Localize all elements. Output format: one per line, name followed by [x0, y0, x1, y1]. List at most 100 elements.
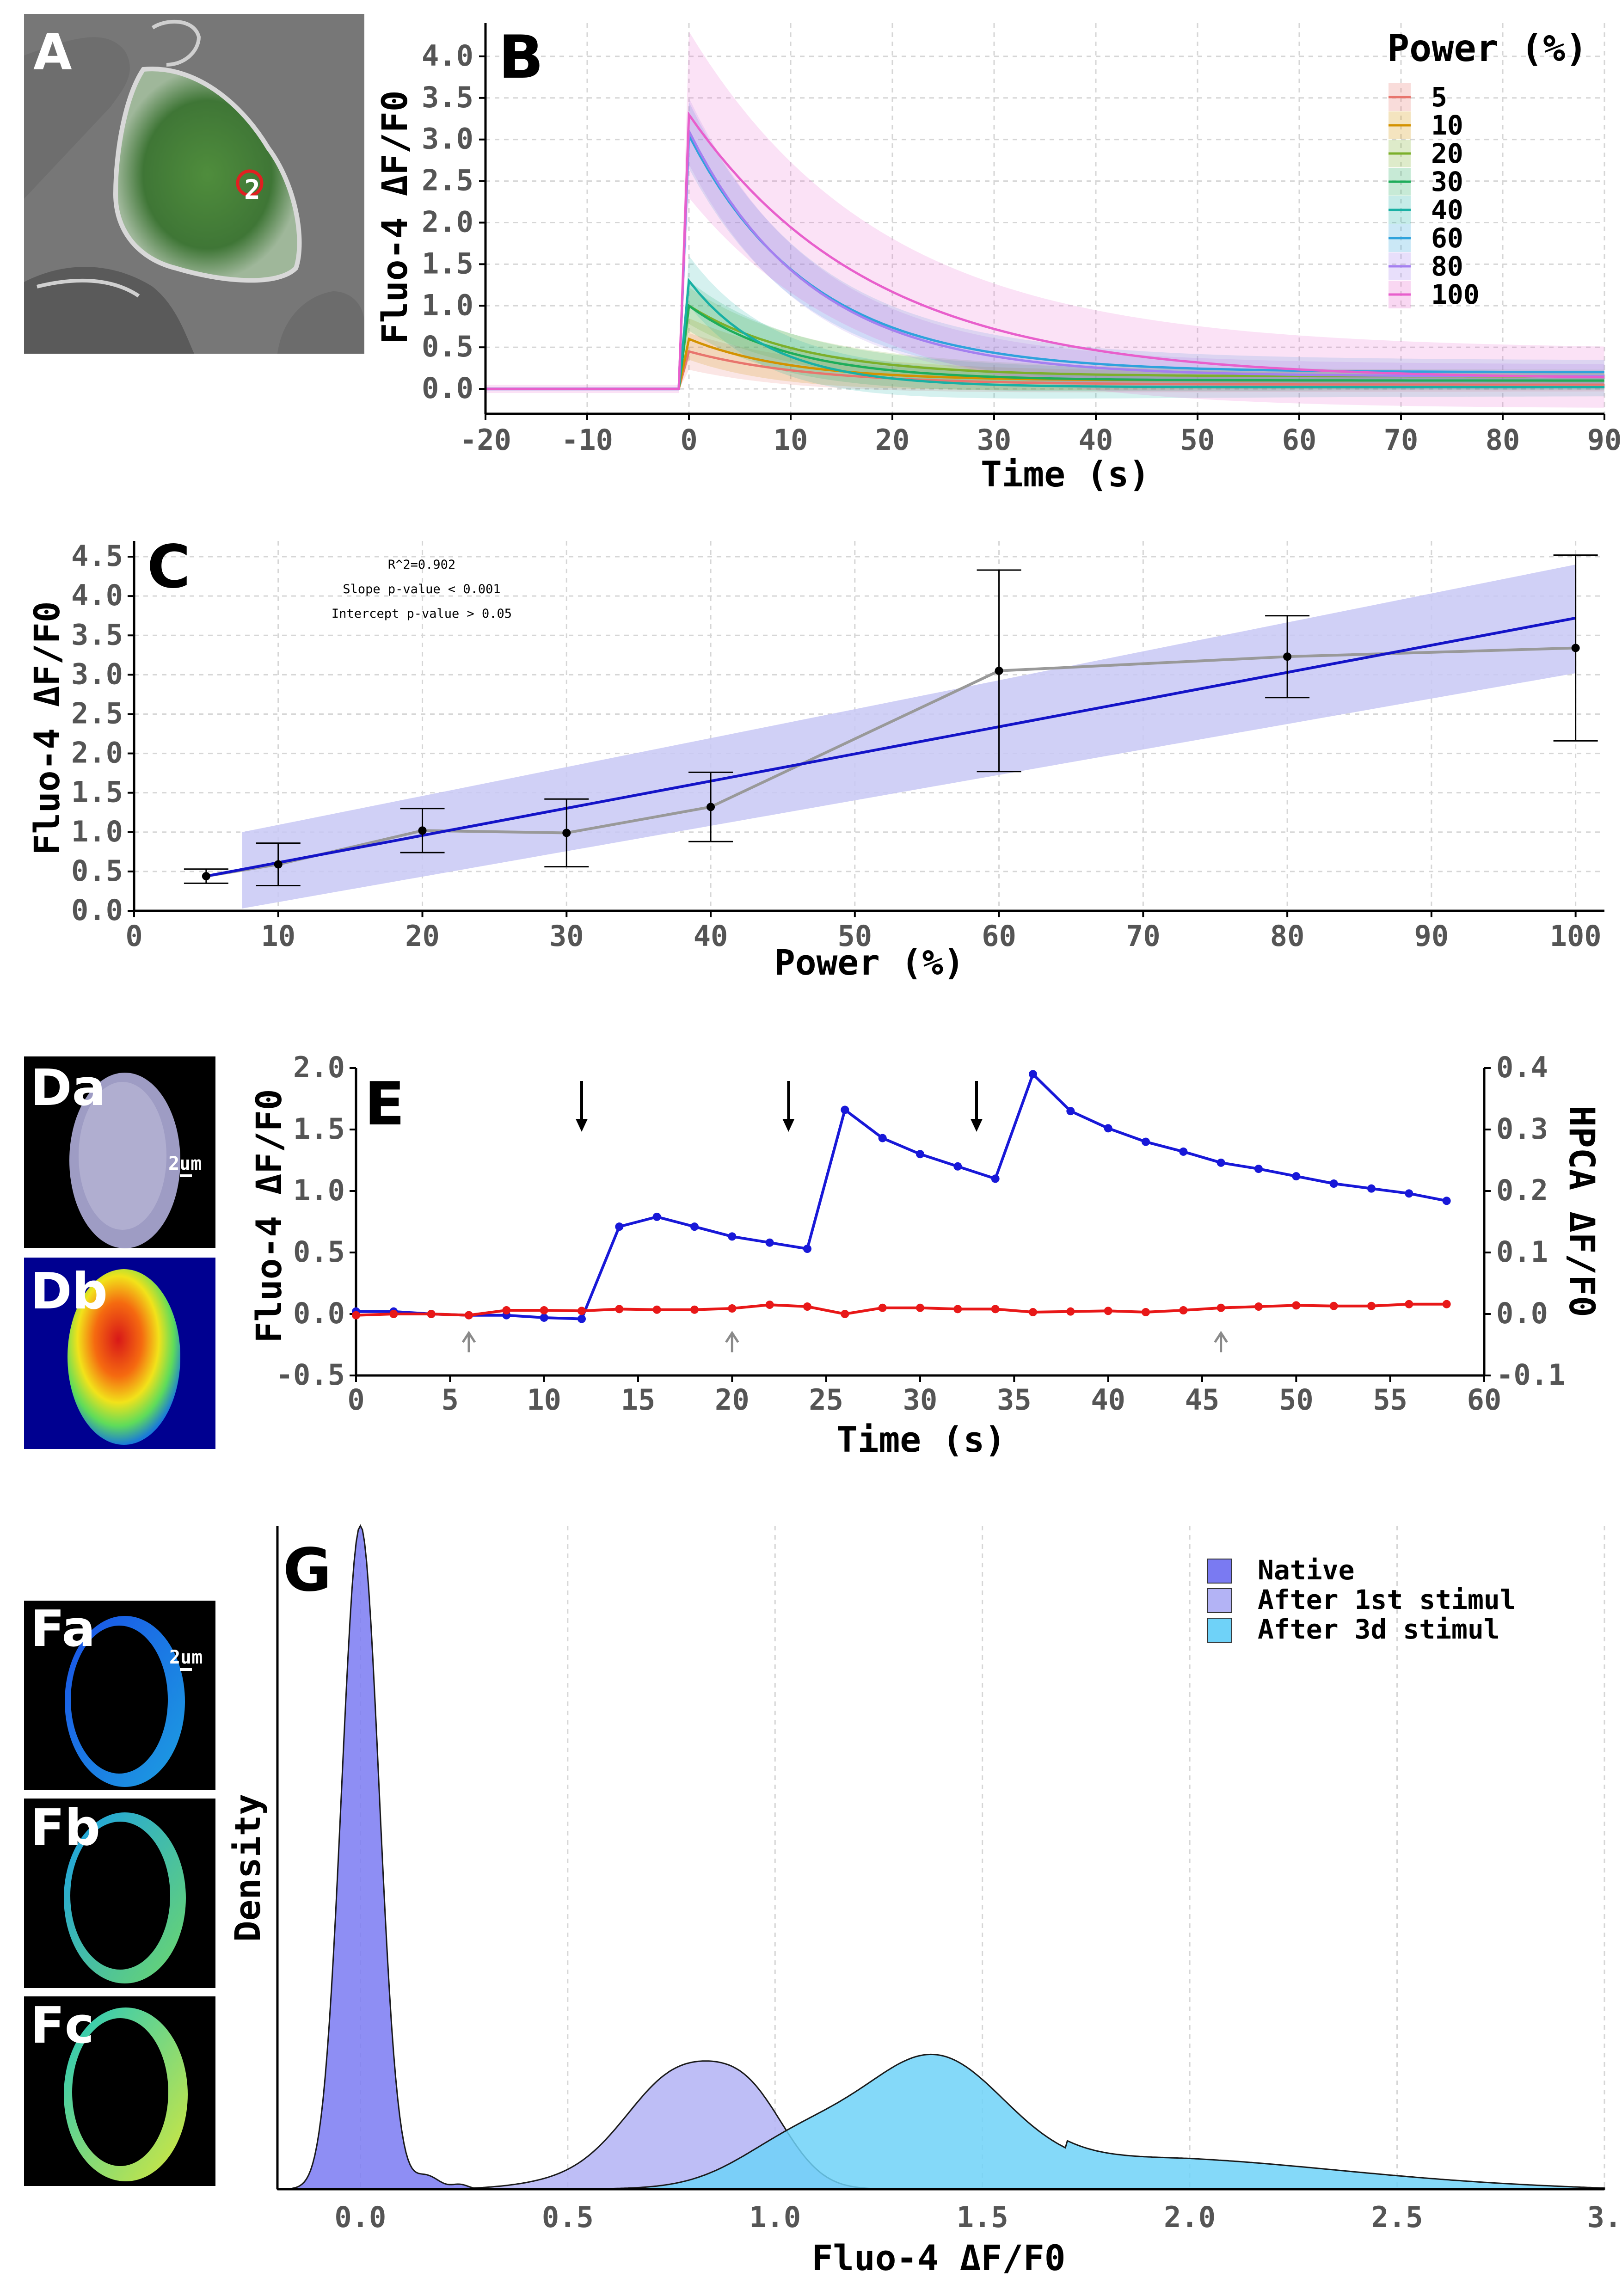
chart-e-ytick-label: 1.5 [293, 1112, 345, 1146]
chart-b-legend-label: 100 [1431, 279, 1480, 310]
chart-b-xtick-label: 50 [1180, 423, 1215, 457]
chart-c-xtick-label: 40 [694, 919, 728, 953]
chart-e-point-hpca [728, 1304, 737, 1313]
chart-c-point [274, 860, 283, 869]
chart-e-line-hpca [356, 1302, 1447, 1317]
chart-b-band-60 [485, 102, 1604, 391]
panel-fb-image: Fb [24, 1799, 215, 1988]
chart-e-point-fluo-4 [991, 1174, 1000, 1183]
chart-b-ytick-label: 0.5 [422, 330, 473, 363]
chart-g-xtick-label: 0.5 [542, 2200, 594, 2234]
chart-e: 0 5 10 15 20 25 30 35 40 45 50 55 60 -0.5 0.0 0.5 1.0 1.5… [248, 1050, 1603, 1460]
chart-e-secondary-arrowhead [725, 1331, 739, 1343]
chart-e-point-hpca [1254, 1302, 1263, 1311]
chart-e-point-hpca [1216, 1303, 1225, 1312]
chart-e-xtick-label: 60 [1467, 1383, 1502, 1417]
chart-e-y2tick-label: 0.4 [1496, 1050, 1548, 1084]
panel-fc-image: Fc [24, 1996, 215, 2186]
chart-e-point-fluo-4 [1066, 1107, 1075, 1116]
chart-e-y2tick-label: -0.1 [1496, 1358, 1565, 1392]
chart-b-xtick-label: 10 [774, 423, 808, 457]
chart-e-point-hpca [1104, 1307, 1112, 1315]
chart-e-point-hpca [352, 1311, 360, 1320]
chart-e-xtick-label: 55 [1373, 1383, 1407, 1417]
chart-e-point-fluo-4 [803, 1245, 811, 1253]
chart-e-line-fluo-4 [356, 1071, 1447, 1320]
chart-c-annotation-r2: R^2=0.902 [388, 558, 455, 572]
chart-e-point-hpca [878, 1303, 887, 1312]
chart-e-y2tick-label: 0.3 [1496, 1112, 1548, 1146]
chart-e-secondary-arrowhead [1214, 1331, 1228, 1343]
chart-e-point-hpca [1442, 1300, 1451, 1308]
chart-c-point [562, 829, 571, 837]
chart-e-stimulus-arrowhead [782, 1119, 795, 1132]
chart-e-xtick-label: 50 [1279, 1383, 1314, 1417]
chart-e-point-hpca [991, 1305, 1000, 1314]
chart-b-legend-label: 60 [1431, 222, 1463, 254]
chart-e-point-hpca [1066, 1307, 1075, 1316]
chart-e-stimulus-arrowhead [971, 1119, 983, 1132]
chart-e-point-fluo-4 [1254, 1165, 1263, 1173]
chart-b-xtick-label: 70 [1384, 423, 1419, 457]
chart-b-xtick-label: 60 [1282, 423, 1317, 457]
chart-e-point-fluo-4 [690, 1222, 699, 1231]
chart-b-legend-label: 10 [1431, 110, 1463, 141]
chart-e-point-hpca [1179, 1306, 1188, 1315]
chart-b-band-100 [485, 31, 1604, 408]
chart-e-point-fluo-4 [1442, 1197, 1451, 1205]
chart-c-point [202, 872, 210, 881]
chart-c-ytick-label: 1.0 [71, 815, 123, 848]
chart-e-point-hpca [1367, 1301, 1376, 1310]
chart-c-ytick-label: 3.5 [71, 618, 123, 651]
chart-c: 0 10 20 30 40 50 60 70 80 90 100 0.0 0.5 1.0 1.5 2.0 2.5… [26, 533, 1604, 983]
chart-e-point-hpca [1329, 1301, 1338, 1310]
chart-e-xtick-label: 0 [347, 1383, 364, 1417]
panel-label-fb: Fb [31, 1799, 100, 1857]
chart-e-point-hpca [765, 1301, 774, 1309]
panel-label-db: Db [31, 1263, 108, 1320]
chart-b-xtick-label: 0 [680, 423, 697, 457]
chart-e-xtick-label: 5 [442, 1383, 459, 1417]
chart-e-y2label: HPCA ΔF/F0 [1561, 1105, 1603, 1317]
chart-g: 0.0 0.5 1.0 1.5 2.0 2.5 3. Fluo-4 ΔF/F0 Densit… [227, 1524, 1622, 2278]
chart-c-ytick-label: 4.0 [71, 578, 123, 612]
chart-b-legend-label: 30 [1431, 166, 1463, 197]
chart-g-xtick-label: 3. [1587, 2200, 1622, 2234]
chart-c-ytick-label: 3.0 [71, 657, 123, 691]
chart-g-density-after-3d-stimul [277, 2053, 1605, 2190]
chart-b-ytick-label: 4.0 [422, 39, 473, 73]
chart-c-point [995, 666, 1003, 675]
chart-b-xtick-label: 90 [1587, 423, 1622, 457]
chart-e-point-fluo-4 [1292, 1172, 1301, 1181]
chart-c-point [418, 826, 427, 835]
chart-g-legend-label: After 3d stimul [1258, 1614, 1500, 1645]
panel-label-e: E [364, 1070, 405, 1139]
chart-g-xlabel: Fluo-4 ΔF/F0 [811, 2237, 1065, 2278]
chart-b-band-10 [485, 318, 1604, 390]
panel-label-b: B [498, 23, 544, 92]
chart-c-xtick-label: 70 [1126, 919, 1161, 953]
chart-b-legend-label: 20 [1431, 138, 1463, 169]
chart-c-point [1283, 652, 1292, 661]
panel-da-image: 2um Da [24, 1056, 215, 1248]
chart-e-point-hpca [1029, 1308, 1037, 1317]
chart-g-xtick-label: 1.0 [749, 2200, 801, 2234]
chart-b-ytick-label: 1.0 [422, 288, 473, 322]
chart-e-point-hpca [1405, 1300, 1413, 1308]
chart-e-y2tick-label: 0.0 [1496, 1296, 1548, 1330]
chart-b-xtick-label: -10 [561, 423, 613, 457]
chart-c-xtick-label: 100 [1550, 919, 1602, 953]
chart-e-ytick-label: 0.5 [293, 1235, 345, 1269]
chart-c-xtick-label: 80 [1270, 919, 1305, 953]
chart-e-point-hpca [578, 1307, 586, 1315]
chart-b-xtick-label: 80 [1486, 423, 1520, 457]
scale-bar-label-f: 2um [169, 1647, 203, 1668]
chart-b-band-40 [485, 256, 1604, 399]
chart-c-annotation-intercept: Intercept p-value > 0.05 [332, 607, 512, 621]
chart-c-xtick-label: 0 [125, 919, 142, 953]
chart-e-point-fluo-4 [841, 1105, 849, 1114]
chart-c-xlabel: Power (%) [774, 942, 965, 983]
chart-c-xtick-label: 10 [261, 919, 295, 953]
chart-b-legend-label: 80 [1431, 251, 1463, 282]
chart-c-point [1571, 644, 1580, 652]
